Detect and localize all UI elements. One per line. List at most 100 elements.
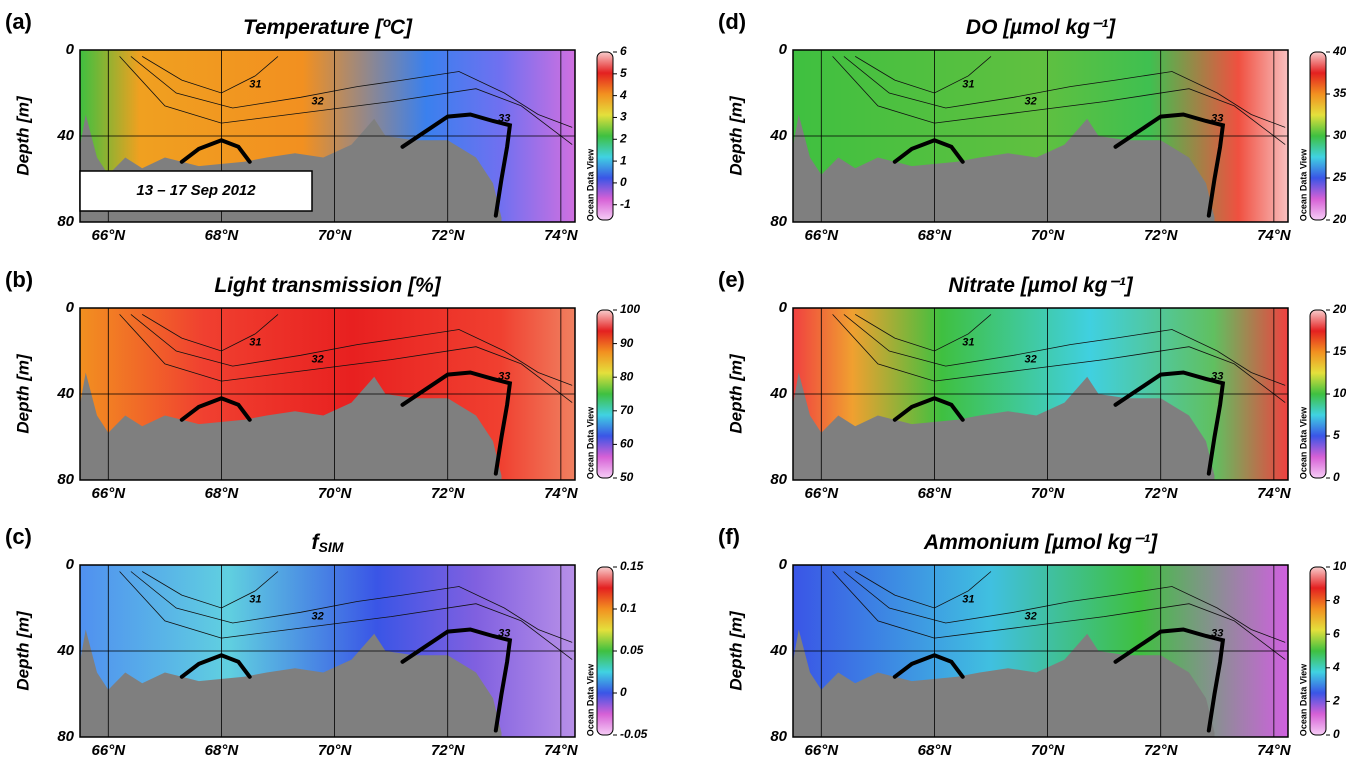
panel-title: Nitrate [µmol kg⁻¹]	[948, 274, 1133, 297]
contour-label: 31	[249, 78, 261, 90]
colorbar-tick-label: 100	[620, 302, 640, 316]
colorbar-tick-label: 0	[620, 685, 627, 699]
y-tick-label: 40	[56, 385, 74, 402]
colorbar-tick-label: 6	[620, 44, 627, 58]
panel-label: (d)	[718, 9, 746, 34]
x-tick-label: 70°N	[318, 227, 353, 244]
watermark: Ocean Data View	[585, 148, 595, 221]
x-tick-label: 72°N	[1144, 742, 1179, 759]
colorbar-tick-label: 10	[1333, 386, 1346, 400]
contour-label: 31	[962, 78, 974, 90]
front-line	[1113, 627, 1226, 733]
panel-title: Ammonium [µmol kg⁻¹]	[923, 531, 1158, 554]
title-text: DO [µmol kg⁻¹]	[966, 16, 1116, 39]
y-tick-label: 40	[769, 385, 787, 402]
contour-line	[832, 56, 1286, 145]
contour-label: 33	[1211, 371, 1223, 383]
colorbar-tick-label: 350	[1333, 86, 1346, 100]
y-axis-label: Depth [m]	[726, 610, 745, 691]
plot-frame	[792, 564, 1289, 738]
y-tick-label: 0	[66, 556, 75, 573]
watermark: Ocean Data View	[585, 663, 595, 736]
contour-line	[119, 56, 573, 145]
colorbar-tick-label: 0	[1333, 727, 1340, 741]
x-tick-label: 68°N	[205, 742, 240, 759]
panel-title: DO [µmol kg⁻¹]	[966, 16, 1116, 39]
x-tick-label: 66°N	[92, 485, 127, 502]
colorbar-tick-label: 50	[620, 470, 634, 484]
plot-frame	[79, 49, 576, 223]
contour-label: 32	[1024, 96, 1036, 108]
y-tick-label: 0	[779, 299, 788, 316]
x-tick-label: 70°N	[318, 742, 353, 759]
contour-line	[843, 314, 1286, 386]
x-tick-label: 68°N	[918, 227, 953, 244]
colorbar-tick-label: -1	[620, 197, 631, 211]
annotation-box	[79, 170, 313, 212]
front-line	[400, 370, 513, 476]
front-line	[400, 627, 513, 733]
bathymetry	[793, 629, 1215, 737]
contour-line	[843, 571, 1286, 643]
colorbar	[1309, 566, 1327, 736]
panel-label: (b)	[5, 267, 33, 292]
colorbar-tick-label: 250	[1332, 170, 1346, 184]
colorbar-tick-label: 0.1	[620, 601, 637, 615]
colorbar	[1309, 51, 1327, 221]
x-tick-label: 70°N	[318, 485, 353, 502]
colorbar-tick-label: 2	[1332, 694, 1340, 708]
colorbar	[596, 566, 614, 736]
colorbar-tick-label: 10	[1333, 559, 1346, 573]
title-text: Temperature [ºC]	[243, 16, 413, 39]
contour-label: 31	[962, 336, 974, 348]
x-tick-label: 70°N	[1031, 742, 1066, 759]
colorbar-tick-label: 90	[620, 336, 634, 350]
y-axis-label: Depth [m]	[13, 353, 32, 434]
bathymetry	[80, 372, 502, 480]
colorbar-tick-label: 5	[620, 66, 627, 80]
colorbar-tick-label: 300	[1333, 128, 1346, 142]
contour-label: 33	[498, 628, 510, 640]
contour-label: 32	[311, 611, 323, 623]
colorbar-tick-label: 70	[620, 403, 634, 417]
title-text: Light transmission [%]	[214, 274, 441, 297]
plot-area: 31 32 33	[80, 565, 575, 737]
y-tick-label: 80	[57, 728, 74, 745]
title-text: Nitrate [µmol kg⁻¹]	[948, 274, 1133, 297]
y-tick-label: 80	[770, 728, 787, 745]
x-tick-label: 68°N	[918, 485, 953, 502]
front-line	[1113, 112, 1226, 218]
colorbar-tick-label: 4	[619, 88, 627, 102]
watermark: Ocean Data View	[1298, 148, 1308, 221]
x-tick-label: 72°N	[431, 485, 466, 502]
y-tick-label: 80	[57, 213, 74, 230]
colorbar-tick-label: 400	[1332, 44, 1346, 58]
panel-label: (f)	[718, 524, 740, 549]
contour-line	[843, 56, 1286, 128]
colorbar-tick-label: 8	[1333, 593, 1340, 607]
x-tick-label: 74°N	[1257, 485, 1292, 502]
panel-title: Temperature [ºC]	[243, 16, 413, 39]
watermark: Ocean Data View	[585, 406, 595, 479]
contour-line	[130, 56, 573, 128]
contour-label: 33	[498, 113, 510, 125]
y-axis-label: Depth [m]	[13, 610, 32, 691]
colorbar	[1309, 309, 1327, 479]
bathymetry	[793, 372, 1215, 480]
y-axis-label: Depth [m]	[726, 353, 745, 434]
colorbar	[596, 309, 614, 479]
title-subscript: SIM	[319, 539, 344, 555]
x-tick-label: 74°N	[544, 227, 579, 244]
plot-frame	[79, 564, 576, 738]
y-tick-label: 0	[66, 41, 75, 58]
x-tick-label: 68°N	[918, 742, 953, 759]
panel-title: fSIM	[312, 531, 344, 555]
y-tick-label: 0	[779, 556, 788, 573]
x-tick-label: 72°N	[431, 227, 466, 244]
colorbar-tick-label: 200	[1332, 212, 1346, 226]
contour-line	[832, 571, 1286, 660]
colorbar-tick-label: 60	[620, 437, 634, 451]
y-tick-label: 80	[770, 213, 787, 230]
